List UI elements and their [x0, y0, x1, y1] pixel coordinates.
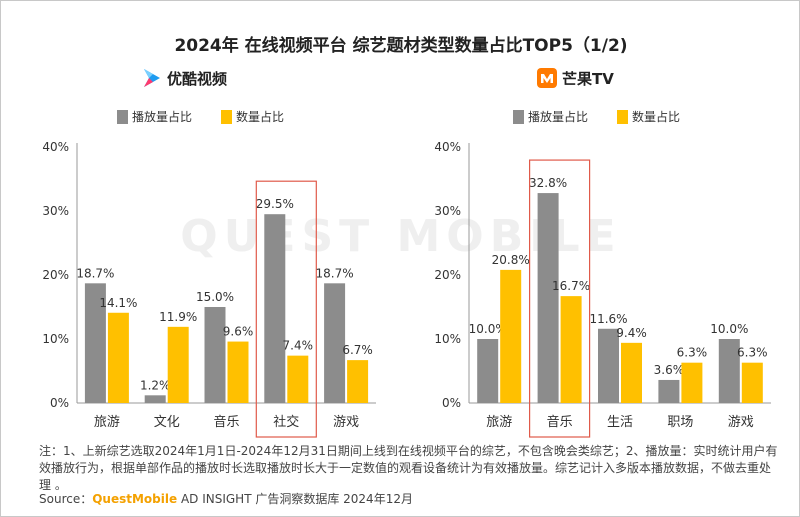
data-label: 32.8%: [529, 176, 567, 190]
bar: [658, 379, 680, 403]
youku-chart: 0% 10% 20% 30% 40% 播放量占比 数量占比 18.7% 14.1% 旅游 1.2% 1…: [42, 109, 376, 438]
legend-label: 播放量占比: [132, 109, 192, 124]
bar: [598, 328, 619, 403]
bar: [107, 312, 129, 403]
bar: [741, 362, 763, 403]
data-label: 20.8%: [492, 253, 530, 267]
category-label: 生活: [607, 415, 633, 430]
youku-brand-label: 优酷视频: [167, 69, 228, 88]
youku-logo-icon: [144, 69, 160, 87]
data-label: 10.0%: [469, 322, 507, 336]
y-tick-label: 30%: [42, 204, 69, 218]
bar: [204, 307, 226, 403]
bar: [324, 283, 346, 403]
source-line: Source：QuestMobile AD INSIGHT 广告洞察数据库 20…: [39, 490, 413, 507]
category-label: 音乐: [213, 414, 239, 430]
bar: [718, 339, 740, 403]
legend-swatch: [513, 110, 524, 124]
source-suffix: AD INSIGHT 广告洞察数据库 2024年12月: [177, 492, 413, 506]
bar: [144, 395, 166, 403]
highlight-box: [528, 159, 591, 438]
highlight-box: [255, 180, 317, 438]
source-prefix: Source：: [39, 492, 93, 506]
y-tick-label: 0%: [442, 396, 461, 410]
data-label: 14.1%: [99, 296, 137, 310]
data-label: 1.2%: [140, 378, 171, 392]
category-label: 游戏: [728, 415, 754, 430]
data-label: 18.7%: [76, 266, 114, 280]
source-brand: QuestMobile: [92, 492, 178, 506]
bar: [621, 342, 642, 403]
data-label: 10.0%: [710, 322, 748, 336]
y-tick-label: 20%: [42, 268, 69, 282]
mango-tv-logo-icon: [537, 68, 557, 88]
y-tick-label: 10%: [434, 332, 461, 346]
data-label: 16.7%: [552, 279, 590, 293]
bar: [560, 296, 582, 403]
bar: [287, 355, 309, 403]
legend-swatch: [221, 110, 232, 124]
y-tick-label: 40%: [434, 140, 461, 154]
data-label: 7.4%: [283, 339, 314, 353]
mango-brand-label: 芒果TV: [562, 69, 614, 88]
legend-label: 播放量占比: [528, 109, 588, 124]
data-label: 6.3%: [737, 346, 768, 360]
category-label: 文化: [154, 415, 180, 430]
bar: [477, 339, 499, 403]
bar: [537, 193, 559, 403]
data-label: 3.6%: [654, 363, 685, 377]
y-tick-label: 0%: [50, 396, 69, 410]
page-title: 2024年 在线视频平台 综艺题材类型数量占比TOP5（1/2): [174, 36, 628, 56]
bar: [681, 362, 703, 403]
bar: [167, 326, 189, 403]
bar: [347, 360, 369, 403]
bar: [227, 341, 249, 403]
category-label: 社交: [273, 414, 299, 430]
category-label: 游戏: [333, 415, 359, 430]
category-label: 职场: [667, 415, 693, 430]
mango-brand: 芒果TV: [536, 67, 614, 89]
mango-chart: 0% 10% 20% 30% 40% 播放量占比 数量占比 10.0% 20.8% 旅游 32.8%…: [434, 109, 771, 438]
data-label: 15.0%: [196, 290, 234, 304]
legend-label: 数量占比: [632, 109, 680, 124]
data-label: 6.3%: [677, 346, 708, 360]
category-label: 旅游: [486, 415, 512, 430]
category-label: 旅游: [94, 415, 120, 430]
footnote: 注：1、上新综艺选取2024年1月1日-2024年12月31日期间上线到在线视频…: [39, 444, 778, 492]
y-tick-label: 10%: [42, 332, 69, 346]
data-label: 9.6%: [223, 325, 254, 339]
youku-brand: 优酷视频: [141, 67, 227, 89]
y-tick-label: 30%: [434, 204, 461, 218]
y-tick-label: 40%: [42, 140, 69, 154]
data-label: 11.6%: [589, 312, 627, 326]
bar: [264, 214, 286, 403]
legend-swatch: [617, 110, 628, 124]
bar: [500, 269, 522, 403]
data-label: 9.4%: [616, 326, 647, 340]
y-tick-label: 20%: [434, 268, 461, 282]
bar: [84, 283, 106, 403]
category-label: 音乐: [547, 414, 573, 430]
data-label: 6.7%: [342, 343, 373, 357]
data-label: 11.9%: [159, 310, 197, 324]
data-label: 18.7%: [316, 266, 354, 280]
legend-label: 数量占比: [236, 109, 284, 124]
legend-swatch: [117, 110, 128, 124]
data-label: 29.5%: [256, 197, 294, 211]
